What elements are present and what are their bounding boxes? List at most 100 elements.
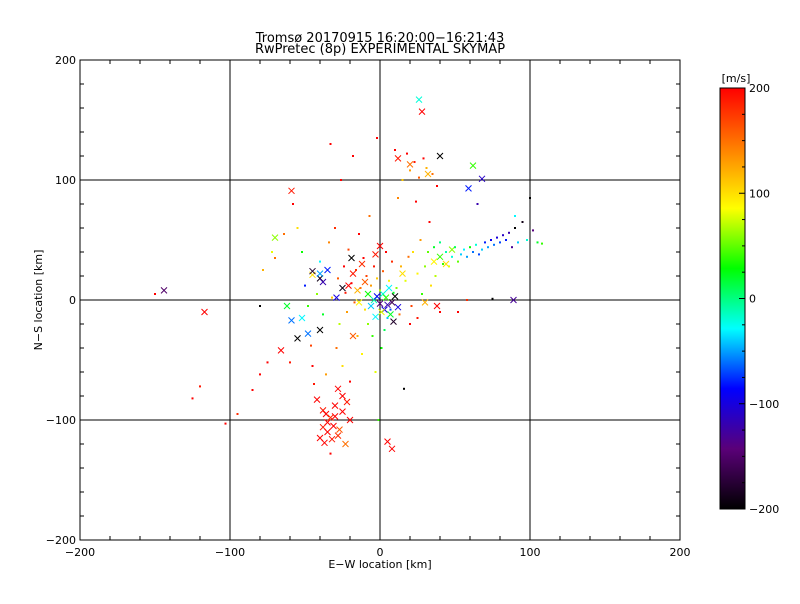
data-point-x [355, 299, 363, 306]
data-point-x [373, 293, 381, 300]
y-tick-label: 200 [55, 54, 76, 67]
data-point-x [388, 299, 396, 306]
data-point-x [364, 290, 372, 298]
data-point-x [361, 278, 369, 286]
data-point-x [331, 402, 339, 409]
data-point-dot [191, 397, 194, 400]
data-point-x [348, 254, 355, 262]
data-point-dot [274, 257, 276, 259]
data-point-x [313, 396, 321, 403]
data-point-dot [322, 313, 324, 316]
data-point-dot [352, 155, 354, 157]
data-point-x [378, 308, 385, 316]
data-point-dot [436, 185, 438, 187]
data-point-dot [358, 233, 360, 235]
colorbar-tick-label: 100 [749, 187, 770, 200]
data-point-x [430, 258, 438, 265]
data-point-dot [380, 347, 383, 349]
data-point-dot [329, 143, 332, 145]
data-point-dot [401, 179, 404, 181]
colorbar-tick-label: −200 [749, 503, 779, 516]
data-point-dot [529, 197, 531, 199]
data-point-dot [338, 323, 341, 325]
data-point-x [334, 385, 342, 393]
data-point-dot [398, 313, 401, 316]
data-point-x [336, 426, 343, 433]
y-tick-label: −200 [46, 534, 76, 547]
data-point-x [321, 439, 328, 447]
data-point-dot [514, 215, 516, 217]
data-point-dot [457, 311, 459, 313]
x-tick-label: 100 [520, 546, 541, 559]
data-point-x [376, 242, 384, 250]
data-point-dot [439, 241, 441, 244]
data-point-x [339, 284, 346, 292]
data-point-dot [296, 227, 299, 229]
data-point-dot [346, 311, 348, 313]
data-point-x [294, 335, 301, 342]
data-point-dot [427, 251, 429, 253]
data-point-dot [373, 265, 375, 268]
data-point-x [331, 413, 339, 420]
colorbar-ticks: 200 100 0 −100 −200 [739, 82, 779, 516]
data-point-x [391, 293, 399, 300]
data-point-dot [386, 317, 389, 319]
data-point-x [367, 302, 375, 310]
data-point-dot [412, 251, 414, 253]
data-point-x [283, 302, 291, 310]
data-point-dot [310, 344, 312, 347]
data-point-dot [478, 253, 480, 256]
data-point-dot [395, 287, 398, 289]
data-point-dot [355, 269, 357, 271]
data-point-dot [536, 241, 539, 244]
data-point-dot [328, 241, 330, 244]
data-point-dot [388, 279, 390, 282]
data-point-dot [262, 269, 264, 271]
y-tick-label: 100 [55, 174, 76, 187]
data-point-dot [266, 361, 269, 364]
data-point-dot [409, 169, 411, 172]
data-point-dot [406, 152, 408, 155]
data-point-dot [466, 299, 468, 301]
chart-title: Tromsø 20170915 16:20:00−16:21:43 [255, 31, 505, 46]
data-point-x [424, 170, 432, 178]
data-point-x [349, 270, 357, 277]
data-point-dot [335, 347, 338, 349]
x-axis-label: E−W location [km] [328, 558, 431, 571]
data-point-x [339, 392, 346, 400]
data-point-dot [424, 265, 426, 268]
data-point-dot [511, 246, 513, 249]
data-point-dot [466, 255, 468, 258]
data-point-x [510, 296, 517, 304]
data-point-x [316, 326, 324, 334]
data-point-dot [154, 293, 156, 295]
y-axis-label: N−S location [km] [32, 250, 45, 351]
data-point-x [309, 267, 316, 275]
data-point-x [390, 318, 397, 325]
data-point-dot [370, 284, 372, 287]
data-point-dot [199, 385, 201, 388]
data-point-dot [392, 291, 395, 294]
colorbar-tick-label: −100 [749, 398, 779, 411]
data-point-dot [407, 255, 410, 258]
data-points [154, 96, 543, 455]
data-point-dot [419, 239, 422, 241]
data-point-x [343, 398, 351, 406]
data-point-x [328, 435, 336, 443]
data-point-x [316, 270, 324, 277]
data-point-dot [368, 215, 371, 217]
data-point-dot [340, 179, 342, 181]
data-point-dot [224, 422, 227, 425]
data-point-dot [341, 365, 344, 367]
colorbar-tick-label: 0 [749, 293, 756, 306]
data-point-x [330, 422, 337, 430]
data-point-dot [400, 265, 402, 268]
data-point-dot [376, 277, 378, 280]
data-point-dot [304, 284, 306, 287]
data-point-x [288, 187, 295, 195]
data-point-dot [487, 246, 489, 249]
data-point-dot [431, 173, 434, 175]
x-tick-label: −100 [215, 546, 245, 559]
data-point-dot [359, 287, 362, 289]
